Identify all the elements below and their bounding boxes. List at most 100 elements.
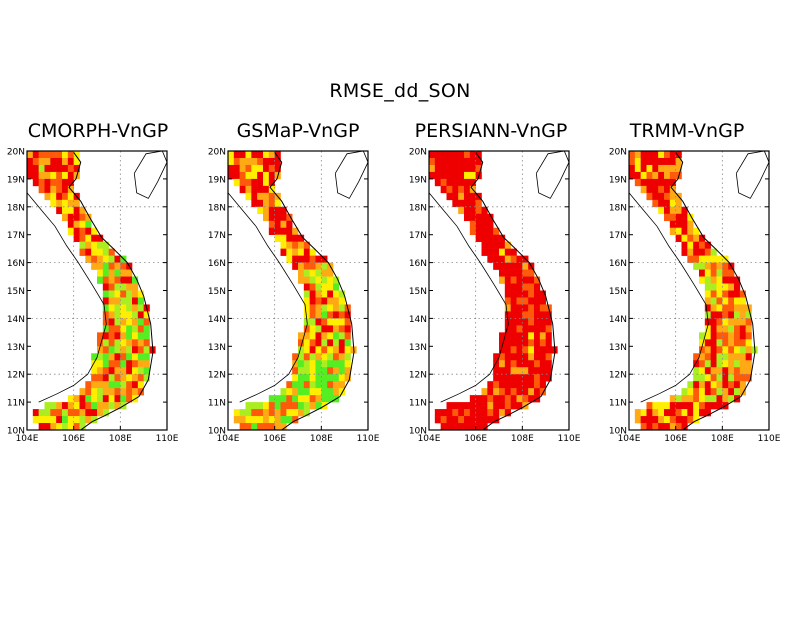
grid-cell	[321, 381, 328, 389]
grid-cell	[338, 360, 345, 368]
grid-cell	[522, 339, 529, 347]
grid-cell	[27, 151, 34, 159]
grid-cell	[545, 332, 552, 340]
grid-cell	[27, 157, 34, 166]
grid-cell	[646, 402, 653, 410]
grid-cell	[108, 304, 115, 312]
grid-cell	[298, 255, 305, 263]
grid-cell	[327, 318, 334, 326]
grid-cell	[734, 381, 741, 389]
grid-cell	[228, 151, 235, 159]
grid-cell	[102, 262, 109, 270]
grid-cell	[327, 388, 334, 396]
grid-cell	[510, 367, 517, 375]
grid-cell	[522, 388, 529, 396]
grid-cell	[510, 290, 517, 298]
grid-cell	[646, 423, 653, 431]
grid-cell	[62, 402, 69, 410]
grid-cell	[274, 164, 281, 173]
grid-cell	[97, 395, 104, 403]
grid-cell	[233, 151, 240, 159]
grid-cell	[338, 304, 345, 312]
grid-cell	[79, 206, 86, 215]
grid-cell	[658, 416, 665, 424]
grid-cell	[734, 374, 741, 382]
grid-cell	[534, 332, 541, 340]
grid-cell	[510, 388, 517, 396]
grid-cell	[534, 381, 541, 389]
grid-cell	[126, 325, 133, 333]
grid-cell	[469, 199, 476, 208]
grid-cell	[85, 409, 92, 417]
grid-cell	[481, 395, 488, 403]
lat-label: 18N	[208, 203, 226, 213]
grid-cell	[321, 276, 328, 284]
grid-cell	[292, 367, 299, 375]
grid-cell	[32, 157, 39, 166]
grid-cell	[710, 269, 717, 277]
lat-label: 19N	[7, 175, 25, 185]
grid-cell	[239, 416, 246, 424]
grid-cell	[469, 151, 476, 159]
grid-cell	[528, 276, 535, 284]
grid-cell	[710, 283, 717, 291]
grid-cell	[545, 346, 552, 354]
grid-cell	[446, 178, 453, 187]
grid-cell	[56, 151, 63, 159]
grid-cell	[327, 339, 334, 347]
grid-cell	[245, 192, 252, 201]
grid-cell	[722, 276, 729, 284]
grid-cell	[458, 164, 465, 173]
grid-cell	[716, 381, 723, 389]
grid-cell	[640, 151, 647, 159]
grid-cell	[704, 409, 711, 417]
grid-cell	[693, 409, 700, 417]
grid-cell	[233, 164, 240, 173]
grid-cell	[487, 213, 494, 222]
grid-cell	[263, 199, 270, 208]
grid-cell	[710, 374, 717, 382]
grid-cell	[280, 402, 287, 410]
grid-cell	[499, 262, 506, 270]
grid-cell	[481, 213, 488, 222]
grid-cell	[274, 199, 281, 208]
grid-cell	[687, 402, 694, 410]
grid-cell	[510, 395, 517, 403]
grid-cell	[528, 269, 535, 277]
grid-cell	[233, 409, 240, 417]
grid-cell	[257, 416, 264, 424]
grid-cell	[315, 402, 322, 410]
grid-cell	[510, 262, 517, 270]
lat-label: 17N	[409, 231, 427, 241]
grid-cell	[728, 304, 735, 312]
grid-cell	[669, 227, 676, 235]
grid-cell	[298, 367, 305, 375]
grid-cell	[681, 206, 688, 215]
grid-cell	[321, 332, 328, 340]
grid-cell	[646, 409, 653, 417]
grid-cell	[722, 325, 729, 333]
grid-cell	[126, 374, 133, 382]
grid-cell	[704, 255, 711, 263]
grid-cell	[286, 416, 293, 424]
grid-cell	[143, 318, 150, 326]
grid-cell	[85, 395, 92, 403]
grid-cell	[321, 304, 328, 312]
grid-cell	[286, 234, 293, 242]
grid-cell	[102, 339, 109, 347]
grid-cell	[292, 360, 299, 368]
grid-cell	[263, 157, 270, 166]
grid-cell	[50, 164, 57, 173]
lon-label: 110E	[558, 434, 581, 444]
grid-cell	[239, 171, 246, 180]
grid-cell	[681, 402, 688, 410]
grid-cell	[97, 346, 104, 354]
grid-cell	[309, 283, 316, 291]
lat-label: 17N	[7, 231, 25, 241]
grid-cell	[38, 178, 45, 187]
grid-cell	[534, 311, 541, 319]
grid-cell	[303, 395, 310, 403]
grid-cell	[137, 374, 144, 382]
grid-cell	[716, 388, 723, 396]
lon-label: 106E	[263, 434, 286, 444]
